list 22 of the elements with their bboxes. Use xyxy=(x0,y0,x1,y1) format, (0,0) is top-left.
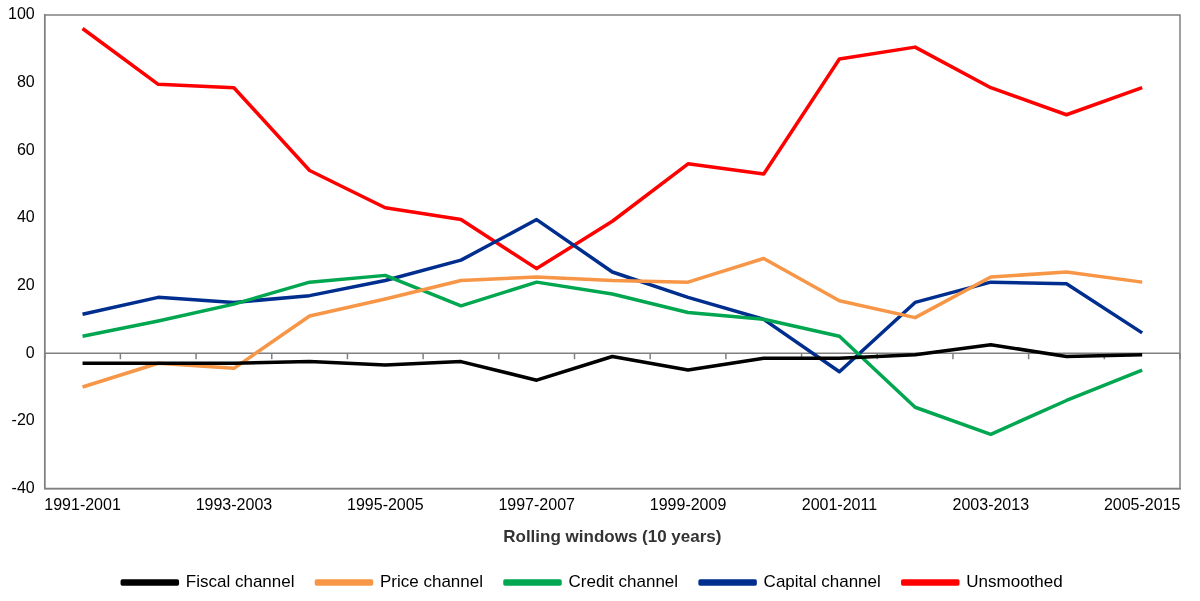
legend-label: Price channel xyxy=(379,572,483,592)
y-tick-label: 0 xyxy=(25,343,35,361)
legend-label: Fiscal channel xyxy=(185,572,295,592)
x-tick-label: 1997-2007 xyxy=(498,496,576,514)
x-tick-label: 1991-2001 xyxy=(44,496,121,514)
y-tick-label: 40 xyxy=(16,208,35,226)
x-axis-title: Rolling windows (10 years) xyxy=(503,527,722,547)
y-tick-label: 20 xyxy=(16,275,35,293)
x-tick-label: 2003-2013 xyxy=(952,496,1030,514)
y-tick-label: 100 xyxy=(7,5,35,23)
x-tick-label: 1999-2009 xyxy=(649,496,727,514)
y-tick-label: -20 xyxy=(11,411,35,429)
x-tick-label: 1993-2003 xyxy=(195,496,273,514)
legend-label: Unsmoothed xyxy=(966,572,1063,592)
x-tick-label: 2001-2011 xyxy=(801,496,878,514)
y-tick-label: 80 xyxy=(16,73,35,91)
y-tick-label: -40 xyxy=(11,478,35,496)
y-tick-label: 60 xyxy=(16,140,35,158)
x-tick-label: 1995-2005 xyxy=(347,496,424,514)
x-tick-label: 2005-2015 xyxy=(1103,496,1181,514)
legend-label: Credit channel xyxy=(568,572,679,592)
legend-label: Capital channel xyxy=(763,572,881,592)
